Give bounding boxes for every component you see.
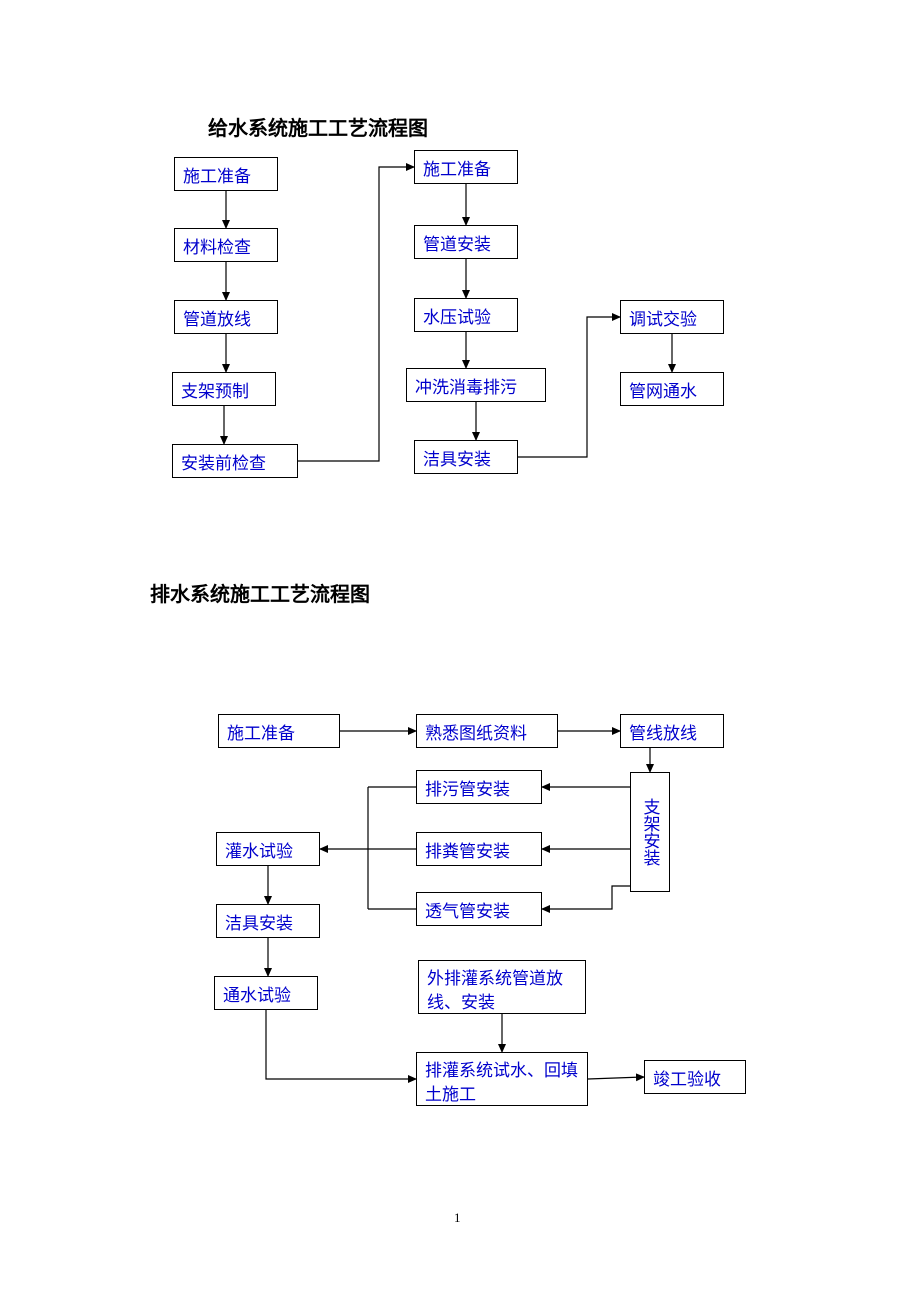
flowchart-node: 排灌系统试水、回填土施工 <box>416 1052 588 1106</box>
flowchart-node: 调试交验 <box>620 300 724 334</box>
flowchart-node: 水压试验 <box>414 298 518 332</box>
flowchart-node: 管道放线 <box>174 300 278 334</box>
flowchart-node: 施工准备 <box>414 150 518 184</box>
flowchart-node: 灌水试验 <box>216 832 320 866</box>
flowchart-node: 通水试验 <box>214 976 318 1010</box>
flowchart-node: 透气管安装 <box>416 892 542 926</box>
flowchart-title: 给水系统施工工艺流程图 <box>208 112 428 141</box>
flowchart-node: 施工准备 <box>218 714 340 748</box>
flowchart-node: 外排灌系统管道放线、安装 <box>418 960 586 1014</box>
flowchart-node: 洁具安装 <box>216 904 320 938</box>
flowchart-node: 排污管安装 <box>416 770 542 804</box>
flowchart-node: 材料检查 <box>174 228 278 262</box>
flowchart-title: 排水系统施工工艺流程图 <box>150 578 370 607</box>
flowchart-node: 管线放线 <box>620 714 724 748</box>
flowchart-node: 安装前检查 <box>172 444 298 478</box>
flowchart-node: 熟悉图纸资料 <box>416 714 558 748</box>
flowchart-node: 管网通水 <box>620 372 724 406</box>
flowchart-node: 竣工验收 <box>644 1060 746 1094</box>
flowchart-node: 管道安装 <box>414 225 518 259</box>
page-number: 1 <box>454 1210 461 1226</box>
flowchart-node: 施工准备 <box>174 157 278 191</box>
flowchart-node: 排粪管安装 <box>416 832 542 866</box>
flowchart-node: 洁具安装 <box>414 440 518 474</box>
flowchart-node: 支架预制 <box>172 372 276 406</box>
flowchart-node: 冲洗消毒排污 <box>406 368 546 402</box>
flowchart-node: 支架安装 <box>630 772 670 892</box>
